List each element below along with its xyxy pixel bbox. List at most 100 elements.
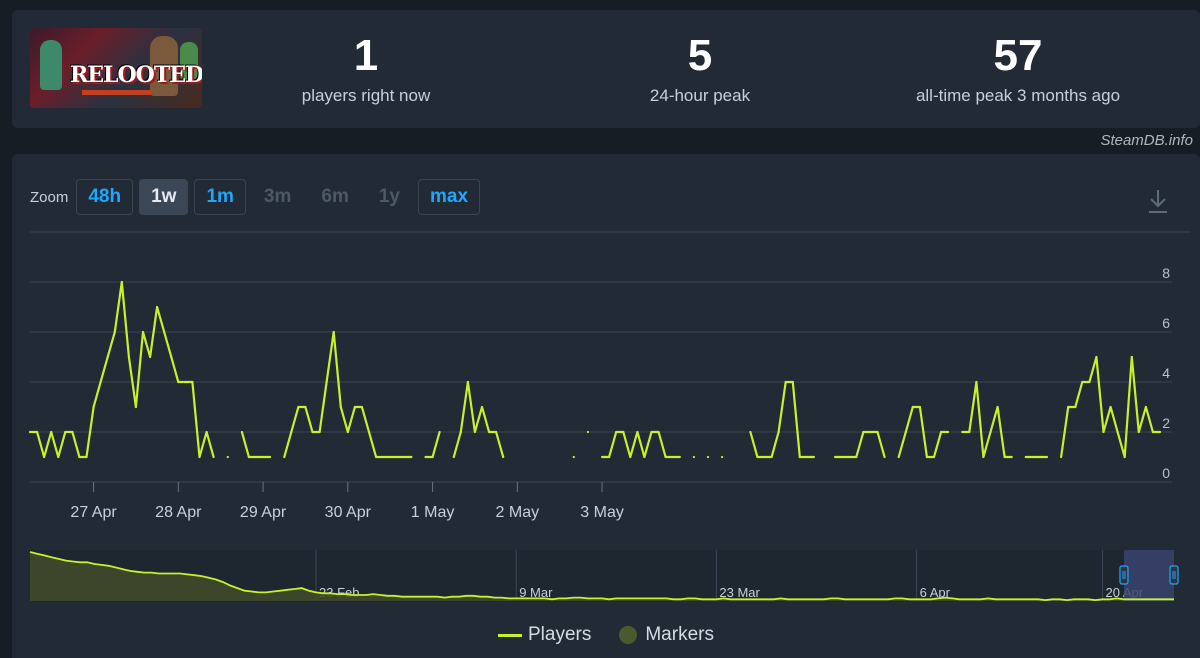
data-point [431,455,434,459]
data-point [92,405,95,409]
data-point [360,405,363,409]
data-point [113,330,116,334]
zoom-max-button[interactable]: max [418,179,481,215]
data-point [784,380,787,384]
data-point [480,405,484,409]
navigator-tick-label: 9 Mar [519,585,553,600]
data-point [678,455,681,459]
data-point [798,455,801,459]
navigator-handle[interactable] [1119,565,1129,585]
data-point [947,430,950,434]
data-point [191,380,194,384]
data-point [664,455,667,459]
chart-panel: 0 2 4 6 8 27 Apr 28 Apr 29 Apr 30 Apr 1 May 2 May 3… [12,154,1200,658]
data-point [855,455,858,459]
y-tick-label: 4 [1162,365,1170,381]
data-point [240,430,243,434]
steamdb-watermark[interactable]: SteamDB.info [1100,132,1193,149]
data-point [283,455,286,459]
zoom-controls: Zoom 48h 1w 1m 3m 6m 1y max [30,179,486,215]
data-point [812,455,816,459]
zoom-1w-button[interactable]: 1w [139,179,189,215]
data-point [64,430,67,434]
data-point [1038,455,1041,459]
data-point [156,305,159,309]
zoom-48h-button[interactable]: 48h [76,179,134,215]
stat-24h-peak: 5 24-hour peak [580,32,820,106]
data-point [290,430,293,434]
y-tick-label: 0 [1162,465,1170,481]
data-point [127,355,130,359]
zoom-1m-button[interactable]: 1m [194,179,246,215]
game-logo: RELOOTED [70,62,202,88]
data-point [382,455,385,459]
data-point [586,430,590,434]
data-point [1102,430,1105,434]
data-point [975,380,978,384]
game-thumbnail[interactable]: RELOOTED [30,28,202,108]
data-point [28,430,32,434]
data-point [1045,455,1049,459]
legend-label: Markers [645,624,714,645]
data-point [1116,430,1119,434]
data-point [466,380,469,384]
stat-label: players right now [301,86,431,105]
data-point [834,455,837,459]
x-tick-label: 3 May [580,504,624,521]
data-point [841,455,844,459]
x-tick-label: 1 May [411,504,455,521]
data-point [43,455,46,459]
data-point [1010,455,1013,459]
character-art [180,42,198,82]
data-point [749,430,752,434]
data-point [410,455,413,459]
data-point [120,280,123,284]
data-point [636,430,639,434]
data-point [608,455,611,459]
navigator-handle[interactable] [1169,565,1179,585]
data-point [777,430,780,434]
data-point [332,330,335,334]
data-point [1031,455,1034,459]
data-point [488,430,491,434]
zoom-1y-button: 1y [378,186,400,207]
data-point [650,430,653,434]
data-point [1074,405,1077,409]
y-tick-label: 2 [1162,415,1170,431]
data-point [141,330,145,334]
data-point [876,430,879,434]
navigator-line [29,551,1174,602]
data-point [1003,455,1006,459]
stats-panel: RELOOTED 1 players right now 5 24-hour p… [12,10,1200,128]
data-point [205,430,208,434]
data-point [657,430,660,434]
x-tick-label: 30 Apr [325,504,372,521]
data-point [883,455,886,459]
data-point [961,430,964,434]
data-point [424,455,427,459]
legend-item-markers[interactable]: Markers [619,624,714,646]
data-point [918,405,922,409]
data-point [911,405,914,409]
data-point [389,455,392,459]
data-point [1151,430,1154,434]
data-point [805,455,809,459]
data-point [502,455,505,459]
legend-item-players[interactable]: Players [498,624,591,646]
series-points [28,280,1162,459]
data-point [615,430,618,434]
zoom-6m-button: 6m [321,186,349,207]
chart-legend: Players Markers [12,624,1200,646]
data-point [1024,455,1027,459]
data-point [226,455,229,459]
data-point [36,430,39,434]
data-point [212,455,215,459]
data-point [184,380,187,384]
data-point [170,355,173,359]
data-point [692,455,696,459]
data-point [438,430,441,434]
data-point [247,455,250,459]
stat-value: 5 [687,31,713,80]
download-icon[interactable] [1146,188,1170,214]
x-tick-label: 27 Apr [70,504,117,521]
